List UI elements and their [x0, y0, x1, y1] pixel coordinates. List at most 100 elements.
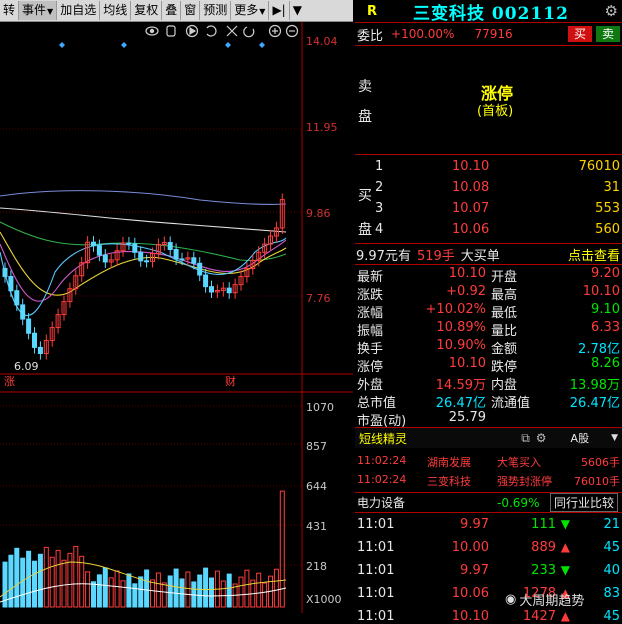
weibi-volume: 77916 [474, 27, 513, 41]
sell-button[interactable]: 卖 [595, 26, 620, 42]
buy-level-price: 10.10 [452, 159, 490, 174]
stat-value: 26.47亿 [569, 396, 620, 411]
volume-bar [132, 583, 138, 608]
candle-body [226, 287, 232, 294]
stat-label: 振幅 [357, 324, 384, 339]
buy-button[interactable]: 买 [567, 26, 592, 42]
arrow-up-icon: ▲ [560, 540, 570, 554]
volume-bar [2, 561, 8, 608]
candle-body [250, 259, 256, 269]
buy-side: 买 盘 1 10.10 76010 2 10.08 31 3 10.07 553 4 10.06 56… [355, 154, 622, 243]
scissors-icon[interactable] [226, 25, 238, 37]
toolbar-add-watchlist-button[interactable]: 加自选 [57, 1, 101, 20]
weibo-icon: ◉ [505, 592, 517, 607]
buy-level-index: 2 [375, 180, 384, 195]
toolbar-adjust-button[interactable]: 复权 [131, 1, 163, 20]
stat-label: 流通值 [491, 396, 531, 411]
candle-body [67, 288, 73, 303]
stat-label: 总市值 [357, 396, 397, 411]
toolbar-overlay-button[interactable]: 叠 [162, 1, 182, 20]
volume-bar [185, 571, 191, 608]
volume-tick-3: 644 [306, 480, 327, 493]
candle-body [167, 242, 173, 250]
toolbar-events-button[interactable]: 事件▼ [19, 1, 58, 20]
stat-label: 开盘 [491, 270, 518, 285]
sprite-time: 11:02:24 [357, 473, 407, 486]
tick-price: 10.00 [451, 540, 489, 555]
volume-bar [226, 573, 232, 608]
buy-level-price: 10.08 [452, 180, 490, 195]
gear-icon[interactable]: ⚙ [535, 431, 547, 445]
price-tick-2: 11.95 [306, 121, 338, 134]
volume-bar [43, 546, 49, 608]
candle-body [161, 242, 167, 246]
refresh-icon[interactable] [243, 26, 255, 38]
volume-bar [32, 560, 37, 608]
candle-body [120, 242, 126, 252]
ma-line-120 [0, 207, 287, 233]
volume-tick-2: 857 [306, 440, 327, 453]
tick-count: 45 [603, 609, 620, 624]
candle-body [126, 242, 132, 245]
kline-chart[interactable]: 14.04 11.95 9.86 7.76 6.09 涨 财 1070 857 … [0, 22, 353, 613]
candle-body [191, 257, 197, 264]
candle-body [14, 290, 20, 306]
candlesticks [2, 193, 285, 360]
volume-bar [209, 577, 214, 608]
sprite-share-select[interactable]: A股 [570, 432, 590, 445]
hand-icon[interactable] [166, 25, 176, 37]
candle-body [2, 267, 8, 278]
popout-icon[interactable]: ⧉ [521, 430, 530, 445]
gear-icon[interactable]: ⚙ [604, 2, 618, 20]
volume-ma-line-2 [0, 583, 287, 603]
sector-compare-button[interactable]: 同行业比较 [549, 493, 618, 512]
volume-bar [8, 554, 14, 608]
candle-body [155, 244, 161, 255]
zoom-out-icon[interactable] [285, 24, 299, 38]
volume-bar [144, 569, 150, 608]
stat-label: 涨跌 [357, 288, 384, 303]
candle-body [85, 241, 91, 264]
toolbar-menu-button[interactable]: ▼ [292, 3, 302, 17]
candle-body [91, 241, 96, 247]
chevron-down-icon[interactable]: ▼ [611, 433, 618, 443]
toolbar-next-button[interactable]: ▶| [269, 1, 290, 20]
volume-bar [49, 556, 55, 608]
candle-body [150, 253, 155, 262]
stat-value: 14.59万 [435, 378, 486, 393]
volume-bar [262, 582, 268, 608]
candle-body [96, 245, 102, 256]
buy-level-volume: 553 [595, 201, 620, 216]
volume-bar [220, 580, 226, 608]
candle-body [185, 257, 191, 260]
volume-bar [85, 571, 91, 608]
tick-count: 45 [603, 540, 620, 555]
toolbar-forecast-button[interactable]: 预测 [200, 1, 232, 20]
toolbar-more-button[interactable]: 更多▼ [231, 1, 270, 20]
buy-level-volume: 560 [595, 222, 620, 237]
sector-name: 电力设备 [357, 496, 406, 510]
volume-bar [55, 549, 61, 608]
price-tick-1: 14.04 [306, 35, 338, 48]
stat-value: +10.02% [425, 302, 486, 317]
stat-value: 10.90% [436, 338, 486, 353]
play-icon[interactable] [185, 24, 199, 38]
volume-bar [37, 553, 43, 608]
toolbar-ma-button[interactable]: 均线 [100, 1, 132, 20]
big-order-link[interactable]: 点击查看 [567, 248, 620, 264]
zoom-in-icon[interactable] [268, 24, 282, 38]
ma-line-5 [0, 237, 287, 317]
candle-body [220, 287, 226, 292]
undo-icon[interactable] [206, 25, 217, 37]
sprite-value: 76010手 [574, 475, 620, 488]
big-order-row: 9.97元有 519手 大买单 点击查看 [355, 243, 622, 264]
sell-label-char-2: 盘 [358, 109, 372, 125]
stat-value: 6.33 [591, 320, 620, 335]
buy-level-price: 10.07 [452, 201, 490, 216]
toolbar-window-button[interactable]: 窗 [181, 1, 201, 20]
eye-icon[interactable] [145, 26, 159, 36]
toolbar-transfer-button[interactable]: 转 [0, 1, 20, 20]
stat-value: 8.26 [591, 356, 620, 371]
stat-value: 9.20 [591, 266, 620, 281]
arrow-up-icon: ▲ [560, 586, 570, 600]
